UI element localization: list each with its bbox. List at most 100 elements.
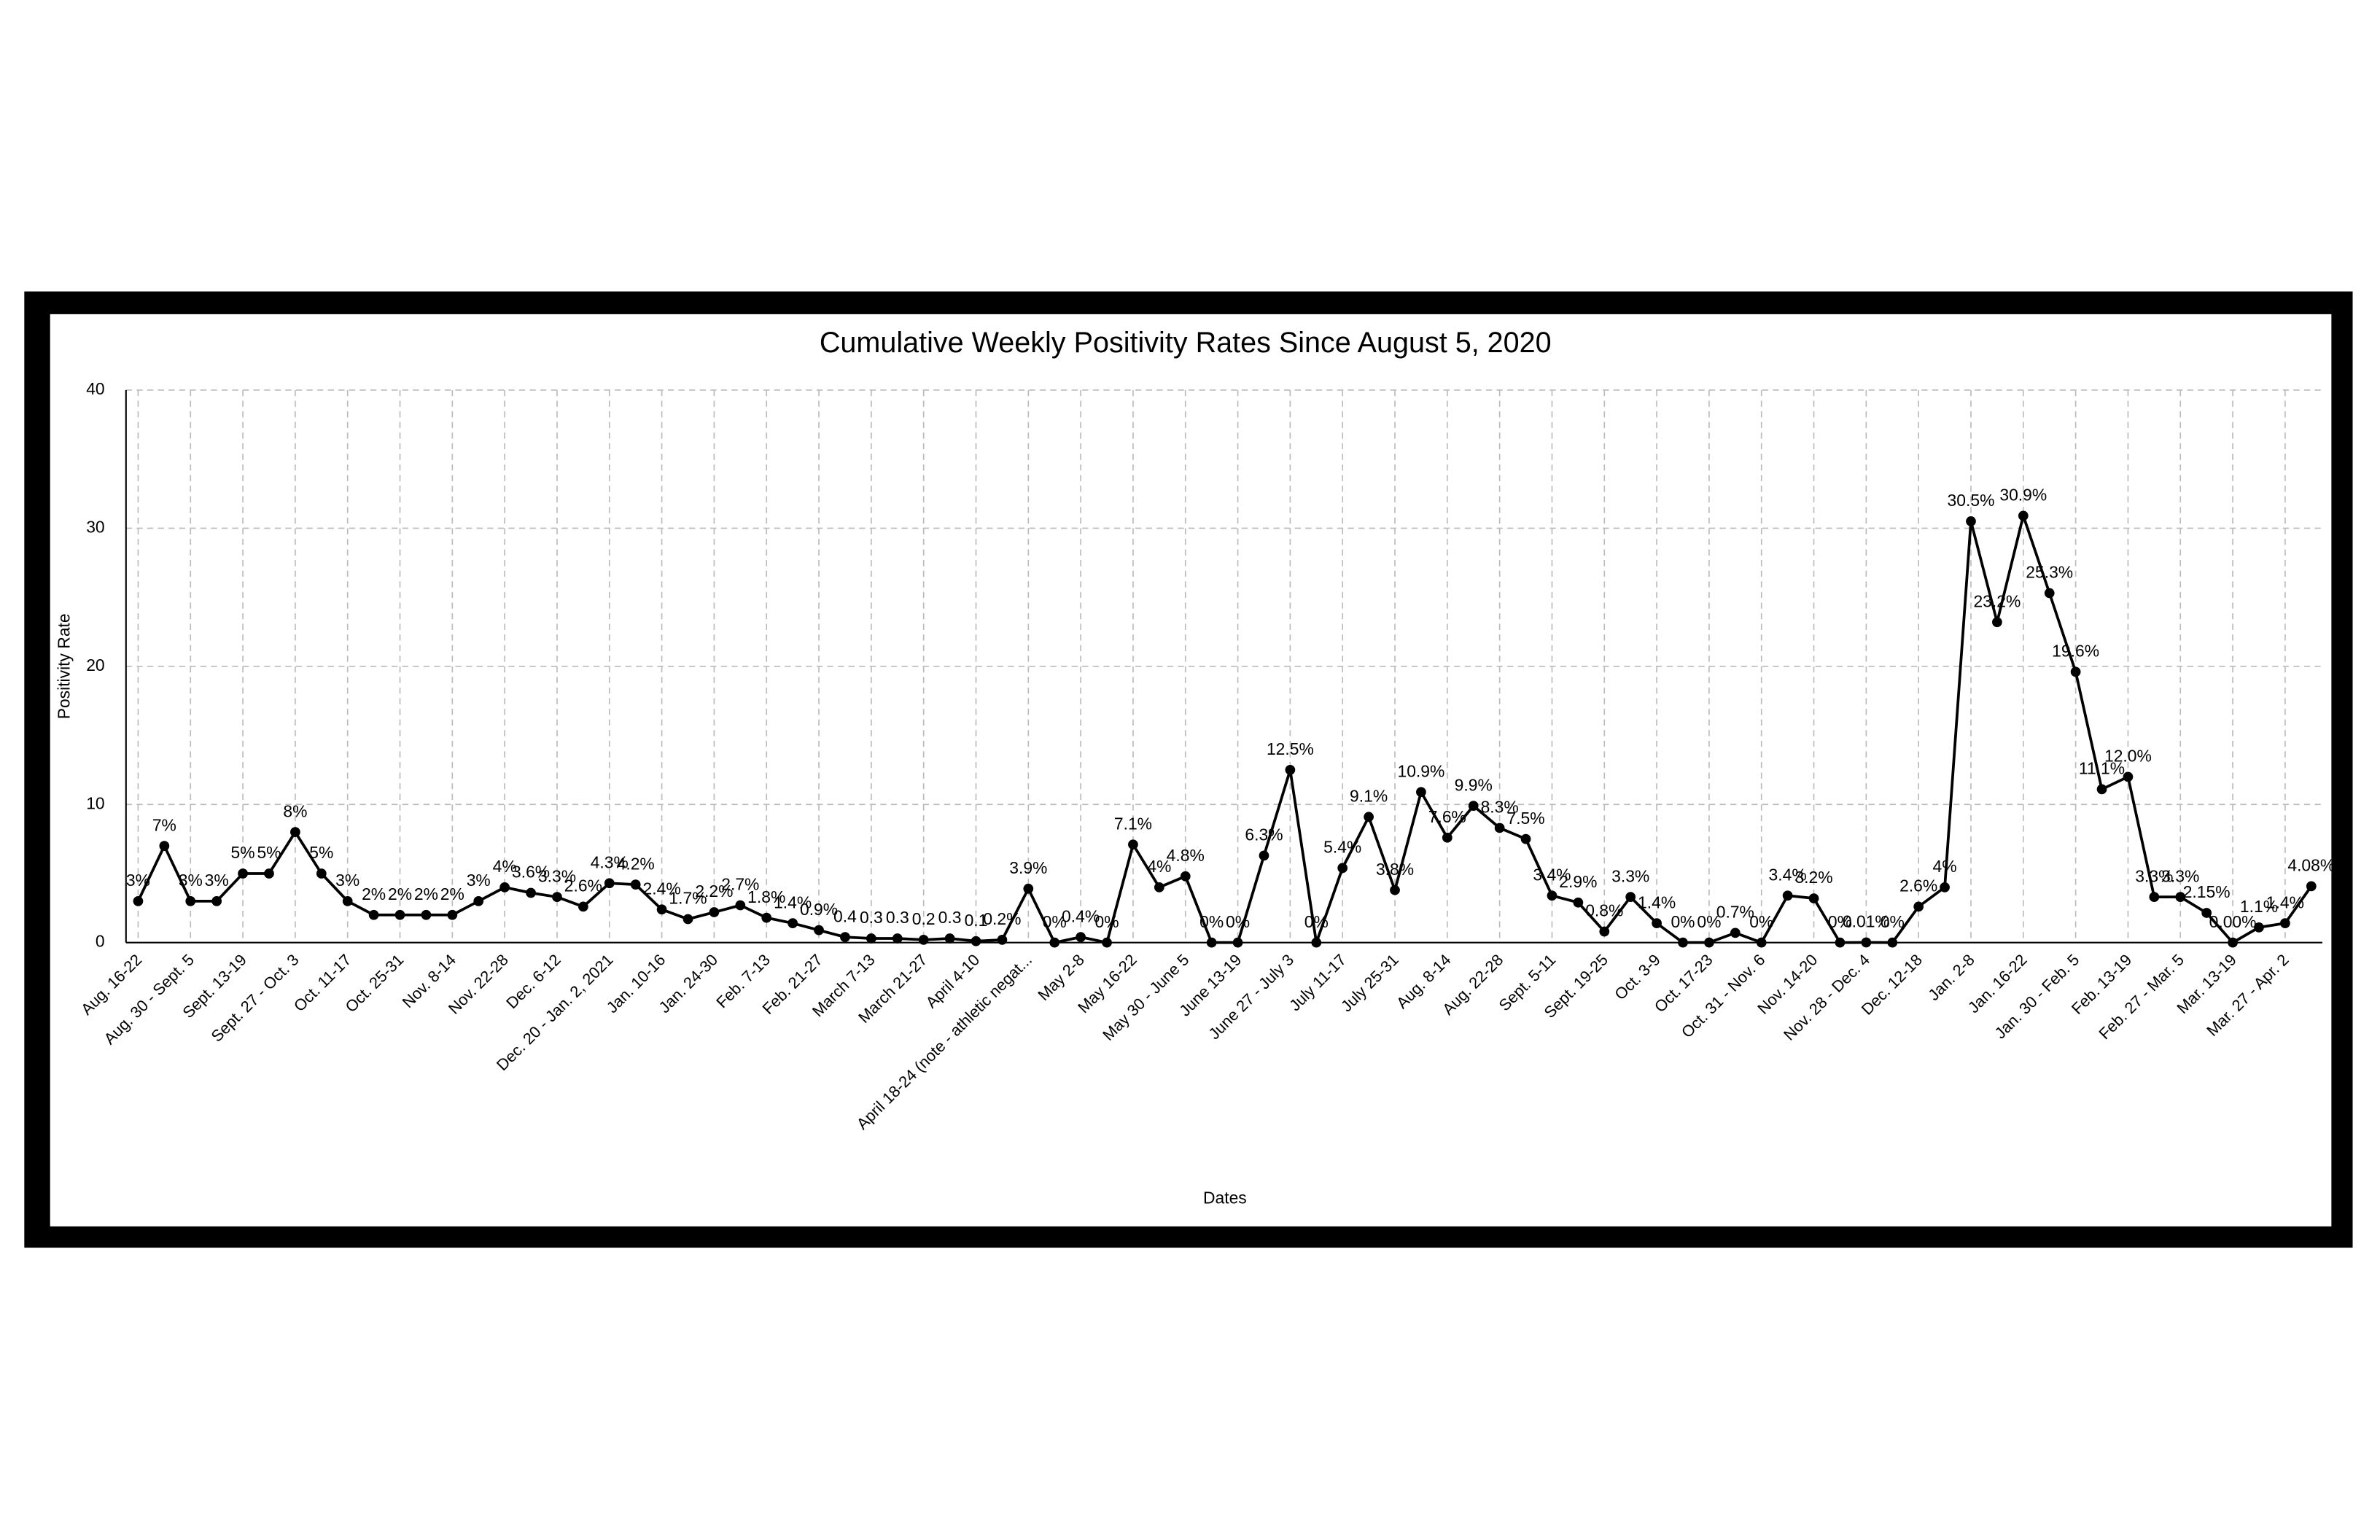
data-label: 3% <box>335 871 359 890</box>
data-label: 30.5% <box>1948 491 1995 510</box>
point <box>1652 918 1662 929</box>
data-label: 3.9% <box>1009 858 1047 877</box>
data-label: 23.2% <box>1973 591 2021 610</box>
point <box>1940 882 1950 892</box>
point <box>2149 892 2160 903</box>
data-label: 2% <box>414 884 438 903</box>
point <box>133 895 144 906</box>
point <box>604 878 615 889</box>
point <box>1390 884 1400 895</box>
data-label: 3% <box>126 871 150 890</box>
point <box>709 907 720 917</box>
chart-title: Cumulative Weekly Positivity Rates Since… <box>820 327 1552 359</box>
point <box>1468 801 1479 812</box>
point <box>1259 850 1269 861</box>
data-label: 4% <box>1933 857 1957 876</box>
point <box>1494 822 1505 833</box>
data-label: 0.3 <box>860 908 883 927</box>
data-label: 0% <box>1095 912 1119 931</box>
point <box>2306 881 2317 892</box>
data-label: 0.9% <box>800 900 838 919</box>
point <box>211 895 222 906</box>
data-label: 4.3% <box>591 852 629 871</box>
data-label: 25.3% <box>2026 563 2073 582</box>
point <box>578 901 588 912</box>
point <box>264 868 274 879</box>
point <box>2228 937 2238 948</box>
data-label: 0.8% <box>1585 901 1623 920</box>
data-label: 3% <box>205 871 229 890</box>
data-label: 4.2% <box>617 854 655 873</box>
data-label: 3.4% <box>1769 865 1807 884</box>
point <box>290 827 300 838</box>
point <box>159 841 170 851</box>
data-label: 0.3 <box>886 908 909 927</box>
data-label: 30.9% <box>1999 486 2047 505</box>
point <box>997 935 1008 945</box>
point <box>1232 937 1243 948</box>
data-label: 2.6% <box>1899 876 1937 895</box>
point <box>788 918 798 929</box>
data-label: 4.8% <box>1167 846 1205 865</box>
point <box>316 868 327 879</box>
point <box>421 909 432 920</box>
data-label: 1.1% <box>2240 897 2278 916</box>
point <box>1416 787 1426 798</box>
data-label: 0% <box>1697 912 1721 931</box>
point <box>1206 937 1217 948</box>
point <box>2096 784 2107 795</box>
point <box>814 925 824 936</box>
y-tick-label: 10 <box>86 793 104 812</box>
point <box>1835 937 1846 948</box>
point <box>1808 893 1819 903</box>
point <box>447 909 458 920</box>
data-label: 0.4 <box>833 906 857 925</box>
point <box>499 882 510 892</box>
data-label: 0% <box>1304 912 1329 931</box>
point <box>238 868 248 879</box>
data-label: 4% <box>1147 857 1171 876</box>
point <box>735 900 746 911</box>
point <box>1023 883 1034 894</box>
data-label: 2% <box>362 884 386 903</box>
data-label: 1.7% <box>669 889 707 908</box>
data-label: 3% <box>179 871 203 890</box>
point <box>2254 922 2264 933</box>
point <box>630 879 641 890</box>
point <box>1678 937 1688 948</box>
point <box>1442 832 1452 843</box>
point <box>1128 839 1138 850</box>
data-label: 5% <box>309 843 333 862</box>
point <box>1861 937 1872 948</box>
data-label: 7.5% <box>1506 809 1544 828</box>
point <box>1364 812 1374 822</box>
point <box>892 933 903 944</box>
point <box>1547 890 1558 901</box>
data-label: 2% <box>388 884 412 903</box>
data-label: 12.0% <box>2104 747 2152 766</box>
point <box>1285 765 1296 775</box>
data-label: 1.4% <box>2266 892 2304 911</box>
data-label: 2.15% <box>2183 882 2231 901</box>
data-label: 1.4% <box>774 892 812 911</box>
point <box>1049 937 1060 948</box>
point <box>840 932 850 942</box>
point <box>682 914 693 925</box>
point <box>2280 918 2290 929</box>
data-label: 3.4% <box>1533 865 1571 884</box>
point <box>866 933 876 944</box>
data-label: 8.3% <box>1481 798 1519 817</box>
data-label: 0% <box>1671 912 1695 931</box>
data-label: 0% <box>1749 912 1773 931</box>
data-label: 5% <box>257 843 281 862</box>
point <box>368 909 379 920</box>
point <box>1180 871 1191 882</box>
point <box>1887 937 1898 948</box>
data-label: 19.6% <box>2052 642 2099 661</box>
y-axis-label: Positivity Rate <box>55 613 74 719</box>
point <box>656 904 667 915</box>
x-axis-label: Dates <box>1203 1189 1247 1208</box>
point <box>971 936 981 946</box>
point <box>918 935 929 945</box>
